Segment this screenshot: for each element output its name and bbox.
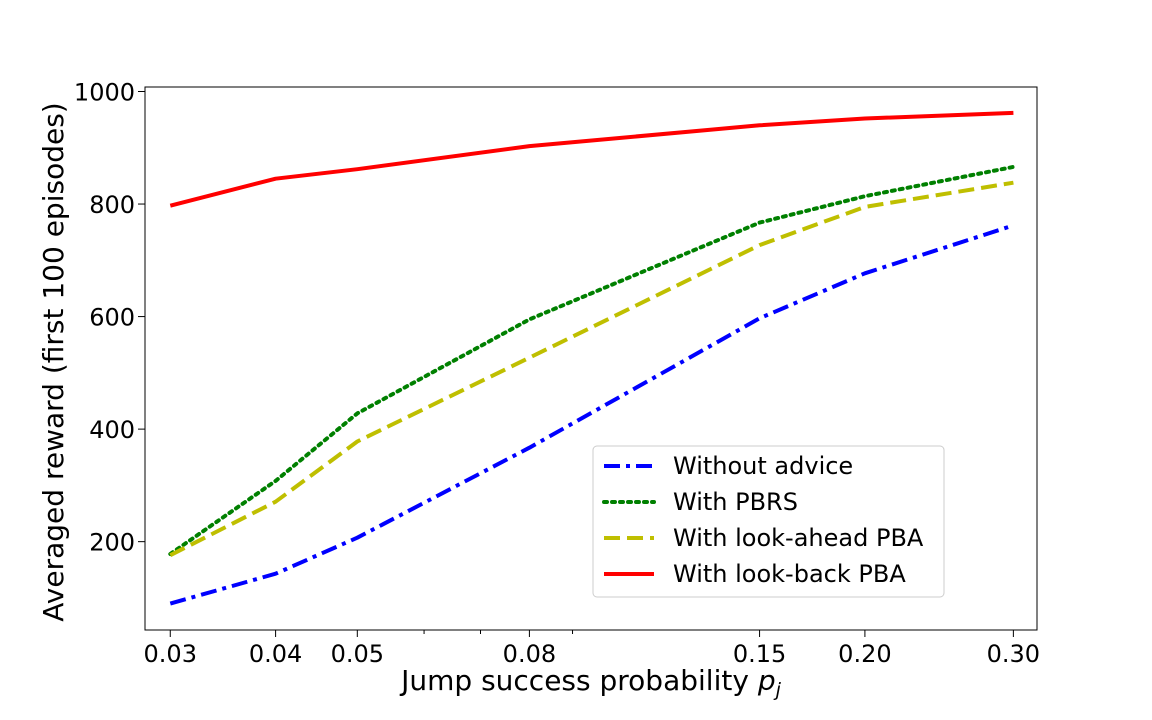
series-line-4	[169, 110, 1014, 208]
legend-frame	[592, 445, 945, 598]
plot-frame	[144, 86, 1038, 631]
series-layer	[168, 110, 1016, 606]
y-tick-label: 600	[89, 304, 135, 332]
x-tick-label: 0.04	[249, 640, 302, 668]
x-tick-label: 0.20	[838, 640, 891, 668]
series-line-2	[168, 164, 1016, 556]
x-axis-label-symbol: p	[757, 664, 776, 697]
x-axis-label-text: Jump success probability	[399, 664, 749, 697]
x-tick-label: 0.03	[144, 640, 197, 668]
x-axis-ticks: 0.03 0.04 0.05 0.08 0.15 0.20 0.30	[144, 630, 1040, 668]
x-tick-label: 0.15	[733, 640, 786, 668]
y-axis-label: Averaged reward (first 100 episodes)	[37, 102, 70, 621]
y-tick-label: 800	[89, 191, 135, 219]
series-line-3	[169, 180, 1014, 557]
legend-label-1: Without advice	[673, 452, 853, 480]
y-tick-label: 200	[89, 529, 135, 557]
legend-label-2: With PBRS	[673, 488, 798, 516]
x-tick-label: 0.05	[331, 640, 384, 668]
legend-label-4: With look-back PBA	[673, 560, 906, 588]
y-tick-label: 1000	[74, 79, 135, 107]
x-tick-label: 0.30	[987, 640, 1040, 668]
x-axis-label: Jump success probability pj	[399, 664, 781, 701]
legend-label-3: With look-ahead PBA	[673, 524, 924, 552]
y-axis-ticks: 200 400 600 800 1000	[74, 79, 145, 557]
series-line-1	[169, 223, 1015, 606]
legend: Without advice With PBRS With look-ahead P…	[592, 445, 945, 598]
y-tick-label: 400	[89, 416, 135, 444]
x-axis-label-subscript: j	[773, 679, 782, 701]
x-tick-label: 0.08	[503, 640, 556, 668]
